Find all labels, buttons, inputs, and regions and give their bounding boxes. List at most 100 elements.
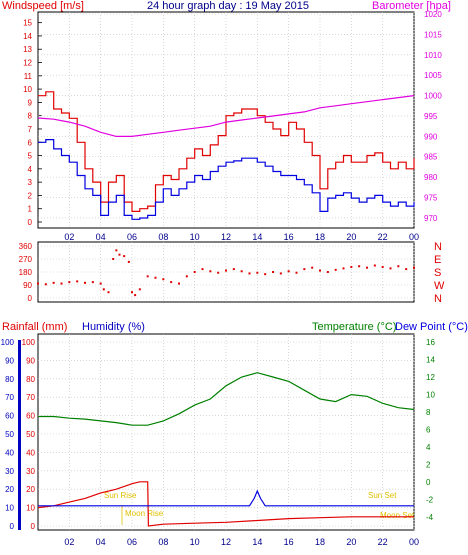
rain-x-tick-label: 14: [252, 537, 262, 547]
direction-point: [358, 265, 361, 268]
direction-point: [240, 270, 243, 273]
barometer-tick-label: 975: [424, 194, 438, 203]
rainfall-y-tick-label: 20: [5, 485, 14, 494]
barometer-title: Barometer [hpa]: [372, 0, 451, 12]
windspeed-title: Windspeed [m/s]: [2, 0, 84, 12]
wind-y-tick-label: 8: [28, 112, 33, 121]
compass-point-label: W: [434, 280, 445, 292]
temperature-y-tick-label: 10: [426, 391, 435, 400]
humidity-y-tick-label: 90: [26, 356, 35, 365]
wind-y-tick-label: 5: [28, 152, 33, 161]
direction-point: [232, 268, 235, 271]
direction-point: [107, 291, 110, 294]
direction-point: [193, 271, 196, 273]
direction-point: [185, 275, 188, 278]
rain-x-tick-label: 12: [221, 537, 231, 547]
humidity-y-tick-label: 80: [26, 375, 35, 384]
direction-point: [225, 269, 227, 272]
direction-point: [44, 283, 47, 286]
compass-point-label: N: [434, 241, 442, 253]
direction-point: [99, 282, 102, 285]
direction-point: [115, 249, 118, 252]
direction-point: [342, 267, 345, 270]
rain-x-tick-label: 16: [284, 537, 294, 547]
humidity-y-tick-label: 50: [26, 430, 35, 439]
direction-point: [170, 281, 173, 284]
direction-point: [52, 281, 55, 284]
rain-x-tick-label: 00: [409, 537, 419, 547]
astro-annotation: Moon Rise: [125, 509, 164, 518]
barometer-tick-label: 1020: [424, 10, 442, 19]
direction-y-tick-label: 180: [19, 268, 33, 277]
temperature-y-tick-label: -2: [426, 496, 434, 505]
wind-y-tick-label: 13: [23, 45, 32, 54]
barometer-tick-label: 985: [424, 153, 438, 162]
direction-y-tick-label: 90: [23, 281, 32, 290]
direction-point: [60, 282, 63, 285]
astro-annotation: Sun Set: [368, 491, 397, 500]
direction-point: [146, 275, 149, 278]
direction-point: [405, 268, 408, 271]
wind-y-tick-label: 9: [28, 98, 33, 107]
astro-annotation: Sun Rise: [104, 491, 137, 500]
barometer-series-line: [37, 95, 415, 137]
temperature-y-tick-label: 12: [426, 373, 435, 382]
direction-point: [295, 271, 298, 274]
direction-point: [131, 291, 133, 294]
direction-point: [264, 273, 267, 276]
direction-point: [76, 280, 79, 283]
direction-point: [217, 271, 220, 274]
direction-point: [366, 266, 368, 269]
direction-point: [127, 260, 130, 263]
direction-point: [138, 288, 141, 291]
wind-x-tick-label: 16: [284, 232, 294, 242]
barometer-tick-label: 1015: [424, 30, 442, 39]
direction-point: [134, 294, 137, 297]
direction-y-tick-label: 0: [28, 294, 33, 303]
humidity-y-tick-label: 10: [26, 504, 35, 513]
rainfall-y-tick-label: 30: [5, 467, 14, 476]
temperature-y-tick-label: 0: [426, 478, 431, 487]
direction-point: [311, 266, 314, 269]
temperature-y-tick-label: 6: [426, 426, 431, 435]
wind-y-tick-label: 1: [28, 205, 33, 214]
astro-annotation: Moon Set: [380, 511, 415, 520]
direction-point: [389, 267, 392, 270]
direction-point: [381, 265, 384, 268]
wind-x-tick-label: 20: [346, 232, 356, 242]
temperature-y-tick-label: 14: [426, 356, 435, 365]
temperature-y-tick-label: 8: [426, 408, 431, 417]
wind-y-tick-label: 6: [28, 138, 33, 147]
humidity-y-tick-label: 0: [31, 522, 36, 531]
direction-y-tick-label: 360: [19, 242, 33, 251]
wind-series-gust: [38, 91, 415, 212]
direction-point: [123, 255, 126, 258]
rain-axis-bar: [18, 340, 21, 530]
temperature-y-tick-label: -4: [426, 513, 434, 522]
direction-point: [68, 281, 71, 284]
wind-x-tick-label: 18: [315, 232, 325, 242]
series-humidity: [38, 489, 414, 507]
wind-x-tick-label: 10: [190, 232, 200, 242]
rain-x-tick-label: 06: [127, 537, 137, 547]
wind-x-tick-label: 14: [252, 232, 262, 242]
wind-y-tick-label: 12: [23, 59, 32, 68]
barometer-tick-label: 1000: [424, 92, 442, 101]
rain-x-tick-label: 22: [378, 537, 388, 547]
direction-point: [154, 276, 157, 279]
series-rainfall: [37, 481, 414, 527]
direction-point: [350, 265, 353, 268]
humidity-y-tick-label: 70: [26, 393, 35, 402]
direction-point: [279, 272, 282, 275]
humidity-y-tick-label: 30: [26, 467, 35, 476]
rainfall-y-tick-label: 50: [5, 430, 14, 439]
wind-y-tick-label: 2: [28, 191, 33, 200]
rainfall-y-tick-label: 90: [5, 356, 14, 365]
rainfall-y-tick-label: 40: [5, 448, 14, 457]
wind-y-tick-label: 3: [28, 178, 33, 187]
rainfall-legend: Rainfall (mm): [2, 321, 67, 333]
direction-point: [209, 270, 212, 273]
compass-point-label: E: [434, 254, 441, 266]
